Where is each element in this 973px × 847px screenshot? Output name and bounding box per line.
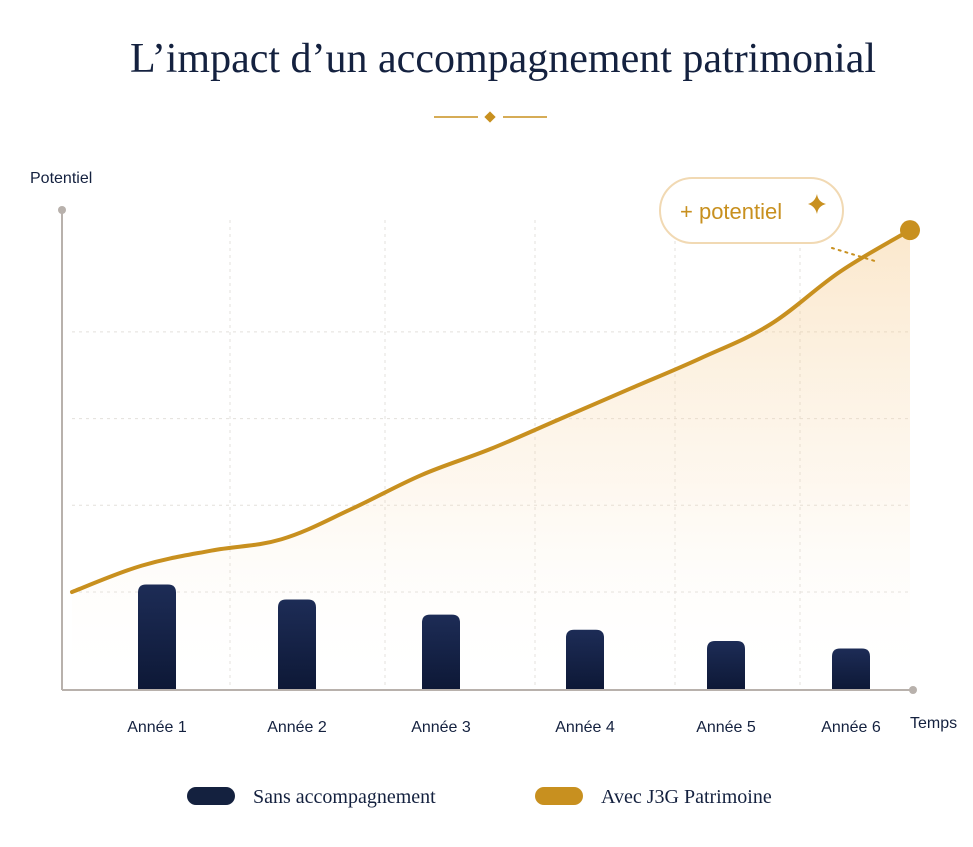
legend-item-sans-accompagnement: Sans accompagnement [187, 786, 436, 808]
x-tick-labels: Année 1 Année 2 Année 3 Année 4 Année 5 Année… [127, 719, 881, 736]
legend: Sans accompagnement Avec J3G Patrimoine [187, 786, 772, 808]
bar-5 [707, 641, 745, 690]
bar-6 [832, 648, 870, 690]
bar-4 [566, 629, 604, 690]
bar-2 [278, 599, 316, 690]
x-tick-label: Année 4 [555, 719, 615, 736]
potentiel-callout: + potentiel [659, 177, 879, 263]
legend-swatch-navy [187, 787, 235, 805]
line-endpoint-dot [900, 220, 920, 241]
line-series [70, 228, 912, 594]
bar-3 [422, 614, 460, 690]
x-tick-label: Année 5 [696, 719, 756, 736]
area-fill [72, 230, 910, 690]
x-tick-label: Année 3 [411, 719, 471, 736]
growth-line [70, 228, 912, 594]
x-tick-label: Année 6 [821, 719, 881, 736]
bar-series [138, 584, 870, 690]
callout-text: + potentiel [680, 199, 782, 224]
x-axis-label: Temps [910, 715, 957, 732]
title-ornament [434, 111, 547, 123]
x-axis-end-dot [909, 686, 917, 694]
x-tick-label: Année 1 [127, 719, 187, 736]
y-axis-end-dot [58, 206, 66, 214]
chart-title: L’impact d’un accompagnement patrimonial [130, 36, 876, 82]
sparkle-icon [808, 194, 826, 214]
callout-bubble [659, 177, 844, 244]
callout-leader [831, 247, 879, 263]
bar-1 [138, 584, 176, 690]
legend-label-avec: Avec J3G Patrimoine [601, 786, 772, 808]
legend-swatch-gold [535, 787, 583, 805]
axes [58, 206, 917, 694]
y-axis-label: Potentiel [30, 170, 92, 187]
area-series [72, 230, 910, 690]
line-endpoint [900, 220, 920, 241]
legend-label-sans: Sans accompagnement [253, 786, 436, 808]
legend-item-avec-j3g: Avec J3G Patrimoine [535, 786, 772, 808]
x-tick-label: Année 2 [267, 719, 327, 736]
